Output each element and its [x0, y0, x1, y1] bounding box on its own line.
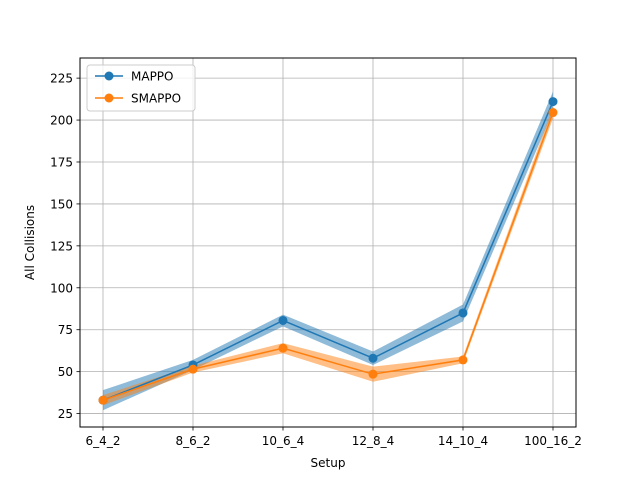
- smappo-data-point: [548, 108, 558, 118]
- confidence-bands: [103, 91, 553, 411]
- smappo-data-point: [188, 364, 198, 374]
- x-tick-label: 100_16_2: [524, 434, 582, 448]
- x-tick-label: 14_10_4: [438, 434, 488, 448]
- mappo-legend-marker: [104, 71, 114, 81]
- series-lines: [102, 101, 554, 401]
- smappo-data-point: [368, 369, 378, 379]
- x-tick-label: 6_4_2: [86, 434, 121, 448]
- y-tick-label: 150: [50, 197, 73, 211]
- x-tick-label: 8_6_2: [176, 434, 211, 448]
- y-axis-ticks: 25 50 75 100 125 150 175 200 225: [50, 72, 80, 421]
- series-points: [98, 97, 558, 405]
- mappo-series-line: [102, 101, 554, 401]
- smappo-series-line: [102, 112, 554, 401]
- smappo-data-point: [278, 343, 288, 353]
- smappo-legend-marker: [104, 93, 114, 103]
- mappo-data-point: [548, 97, 558, 107]
- plot-frame: [79, 57, 577, 428]
- x-axis-ticks: 6_4_2 8_6_2 10_6_4 12_8_4 14_10_4 100_16_2: [86, 427, 582, 448]
- y-tick-label: 50: [58, 365, 73, 379]
- smappo-data-point: [458, 355, 468, 365]
- x-tick-label: 10_6_4: [262, 434, 305, 448]
- y-tick-label: 25: [58, 407, 73, 421]
- y-tick-label: 175: [50, 155, 73, 169]
- mappo-data-point: [368, 353, 378, 363]
- mappo-data-point: [458, 308, 468, 318]
- y-tick-label: 125: [50, 239, 73, 253]
- mappo-data-point: [278, 315, 288, 325]
- mappo-confidence-band: [103, 91, 553, 411]
- y-tick-label: 75: [58, 323, 73, 337]
- y-tick-label: 225: [50, 72, 73, 86]
- legend: MAPPO SMAPPO: [86, 64, 196, 112]
- x-axis-label: Setup: [311, 456, 346, 470]
- x-tick-label: 12_8_4: [352, 434, 395, 448]
- smappo-legend-label: SMAPPO: [131, 92, 181, 106]
- y-tick-label: 100: [50, 281, 73, 295]
- smappo-data-point: [98, 395, 108, 405]
- y-tick-label: 200: [50, 114, 73, 128]
- y-axis-label: All Collisions: [23, 205, 37, 280]
- mappo-legend-label: MAPPO: [131, 70, 173, 84]
